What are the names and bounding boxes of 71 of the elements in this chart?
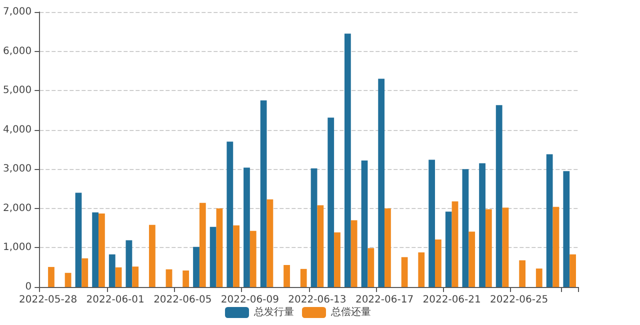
y-tick-label: 5,000	[2, 85, 32, 96]
bar	[462, 169, 469, 287]
y-tick-label: 3,000	[2, 164, 32, 175]
bar	[502, 208, 509, 287]
bar	[317, 205, 324, 287]
x-tick-label: 2022-06-17	[355, 294, 414, 306]
bar	[216, 208, 223, 287]
bar	[485, 209, 492, 287]
y-tick-label: 1,000	[2, 242, 32, 254]
bar	[552, 206, 560, 287]
bar	[546, 154, 553, 287]
bar	[98, 214, 105, 287]
bar	[401, 257, 408, 287]
bar	[310, 168, 318, 287]
x-tick-label: 2022-06-25	[490, 294, 548, 306]
legend-label: 总偿还量	[330, 306, 371, 318]
bar	[468, 232, 476, 287]
bar	[115, 267, 122, 287]
y-tick-label: 2,000	[2, 202, 32, 214]
bar	[452, 201, 458, 287]
bar	[350, 220, 358, 287]
bar	[64, 272, 72, 287]
bar	[210, 226, 216, 287]
bar	[82, 258, 88, 287]
bar	[284, 265, 290, 287]
bar	[418, 252, 425, 287]
y-tick-label: 0	[25, 282, 32, 292]
bar	[368, 248, 374, 287]
bar	[75, 192, 82, 287]
x-tick-label: 2022-06-01	[86, 294, 144, 306]
x-tick-label: 2022-06-05	[154, 294, 212, 306]
bar	[479, 163, 486, 287]
bar	[334, 232, 340, 287]
bar	[536, 268, 542, 287]
bar	[300, 268, 307, 287]
bar	[132, 266, 139, 287]
bar	[166, 269, 172, 287]
bar	[182, 270, 190, 287]
x-tick-label: 2022-06-21	[422, 294, 481, 306]
bar	[328, 118, 334, 287]
bar	[108, 254, 116, 287]
bar	[428, 160, 435, 287]
bar	[445, 212, 452, 287]
bar	[92, 212, 99, 287]
bar	[233, 225, 240, 287]
bar	[250, 230, 256, 287]
bar	[226, 142, 234, 287]
bar	[378, 78, 385, 287]
bar	[563, 171, 570, 287]
bar	[344, 34, 351, 287]
bar	[244, 168, 250, 287]
legend-label: 总发行量	[253, 306, 294, 318]
bar	[570, 254, 576, 287]
x-tick-label: 2022-06-13	[288, 294, 346, 306]
bar	[48, 266, 54, 287]
bar	[199, 202, 206, 287]
bar	[266, 199, 274, 287]
bar	[126, 240, 132, 287]
bar	[148, 224, 156, 287]
y-tick-label: 6,000	[2, 46, 32, 57]
bar	[519, 260, 526, 287]
x-tick-label: 2022-05-28	[18, 294, 78, 306]
y-tick-label: 4,000	[2, 124, 32, 136]
bar	[434, 239, 442, 287]
y-tick-label: 7,000	[2, 6, 32, 18]
bar	[384, 208, 391, 287]
x-tick-label: 2022-06-09	[220, 294, 279, 306]
bar	[260, 100, 267, 287]
bar	[361, 160, 368, 287]
bar	[193, 246, 200, 287]
bar	[496, 105, 502, 287]
